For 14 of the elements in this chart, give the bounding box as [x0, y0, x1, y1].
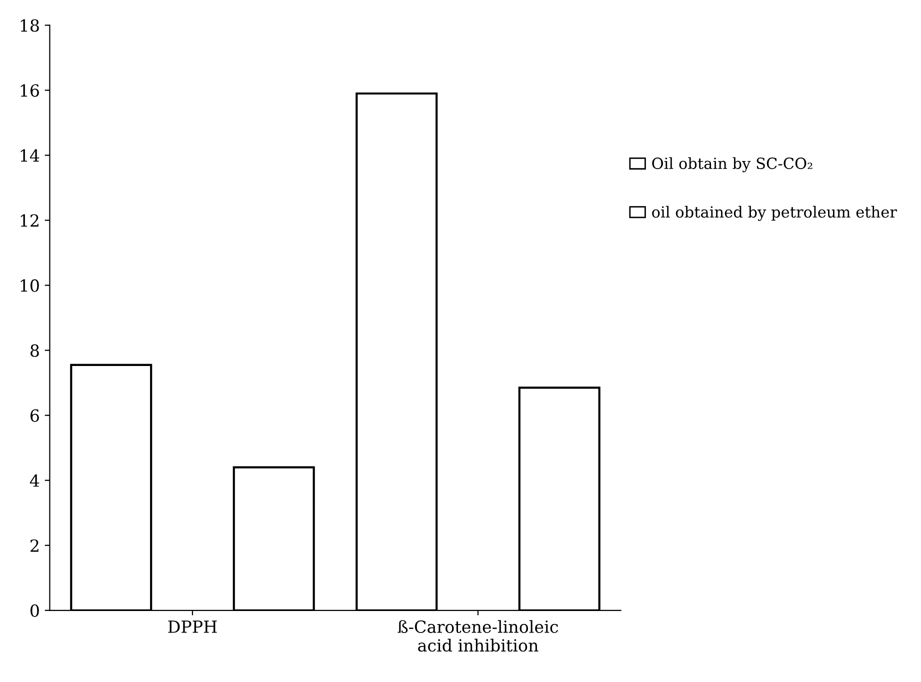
- y-tick-label: 18: [20, 19, 39, 32]
- x-tick-label: ß-Carotene-linoleic acid inhibition: [398, 620, 558, 652]
- y-tick-label: 14: [20, 149, 40, 162]
- y-tick-label: 8: [30, 344, 39, 357]
- y-tick-label: 16: [20, 84, 39, 97]
- x-tick-label: DPPH: [168, 620, 217, 633]
- y-tick-label: 10: [20, 279, 39, 292]
- y-tick-label: 2: [30, 539, 38, 552]
- legend-label: Oil obtain by SC-CO₂: [652, 157, 812, 172]
- y-tick-label: 6: [30, 409, 39, 422]
- y-tick-label: 0: [30, 604, 39, 617]
- legend-label: oil obtained by petroleum ether: [652, 206, 897, 221]
- y-tick-label: 12: [20, 214, 38, 227]
- y-tick-label: 4: [30, 474, 40, 487]
